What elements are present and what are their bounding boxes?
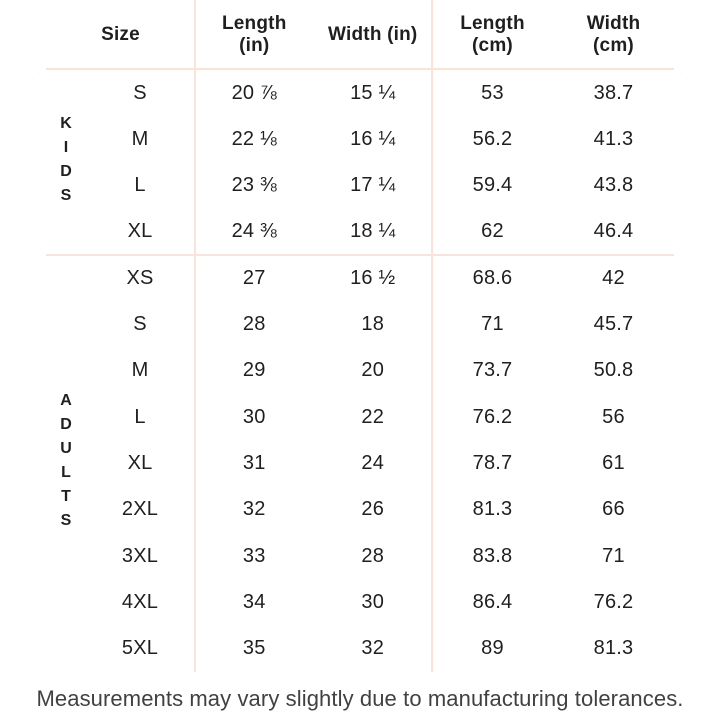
divider-kids-adults: [46, 254, 674, 256]
divider-vertical-size: [194, 0, 196, 672]
header-width-in: Width (in): [328, 24, 418, 45]
table-row: XL 24 ⅜ 18 ¼ 62 46.4: [46, 209, 674, 255]
kids-rows: S 20 ⅞ 15 ¼ 53 38.7 M 22 ⅛ 16 ¼ 56.2 41.…: [46, 70, 674, 255]
cell-length-in: 31: [242, 451, 266, 474]
cell-size: 5XL: [121, 637, 159, 660]
cell-size: 3XL: [121, 544, 159, 567]
cell-size: L: [134, 174, 146, 197]
table-row: M 29 20 73.7 50.8: [46, 348, 674, 394]
table-row: XL 31 24 78.7 61: [46, 440, 674, 486]
divider-vertical-units: [431, 0, 433, 672]
cell-width-in: 28: [361, 544, 385, 567]
cell-width-cm: 50.8: [593, 359, 634, 382]
cell-length-cm: 59.4: [472, 174, 513, 197]
cell-width-in: 17 ¼: [350, 174, 396, 197]
table-row: S 28 18 71 45.7: [46, 301, 674, 347]
cell-width-in: 24: [361, 451, 385, 474]
table-row: 3XL 33 28 83.8 71: [46, 533, 674, 579]
cell-length-cm: 76.2: [472, 405, 513, 428]
cell-size: 4XL: [121, 590, 159, 613]
cell-length-cm: 68.6: [472, 266, 513, 289]
table-row: S 20 ⅞ 15 ¼ 53 38.7: [46, 70, 674, 116]
header-width-cm: Width (cm): [586, 13, 641, 56]
cell-width-in: 32: [361, 637, 385, 660]
cell-length-cm: 83.8: [472, 544, 513, 567]
table-row: L 30 22 76.2 56: [46, 394, 674, 440]
table-row: L 23 ⅜ 17 ¼ 59.4 43.8: [46, 163, 674, 209]
cell-length-cm: 89: [481, 637, 504, 660]
group-label-kids: KIDS: [46, 70, 85, 255]
cell-width-cm: 66: [602, 498, 625, 521]
cell-length-cm: 53: [481, 81, 504, 104]
cell-width-cm: 41.3: [593, 127, 634, 150]
cell-width-cm: 81.3: [593, 637, 634, 660]
cell-size: 2XL: [121, 498, 159, 521]
cell-size: XS: [126, 266, 154, 289]
cell-size: XL: [127, 451, 153, 474]
cell-size: M: [131, 359, 149, 382]
group-label-kids-text: KIDS: [57, 114, 75, 211]
group-label-adults: ADULTS: [46, 255, 85, 672]
cell-length-in: 23 ⅜: [231, 174, 277, 197]
cell-length-cm: 62: [481, 220, 504, 243]
cell-length-in: 34: [242, 590, 266, 613]
table-header: Size Length (in) Width (in) Length (cm) …: [46, 0, 674, 70]
section-adults: ADULTS XS 27 16 ½ 68.6 42 S 28 18 71 45.…: [46, 255, 674, 672]
cell-size: L: [134, 405, 146, 428]
table-row: 5XL 35 32 89 81.3: [46, 626, 674, 672]
table-row: 2XL 32 26 81.3 66: [46, 487, 674, 533]
divider-header: [46, 68, 674, 70]
size-table: Size Length (in) Width (in) Length (cm) …: [46, 0, 674, 672]
cell-width-cm: 38.7: [593, 81, 634, 104]
cell-length-in: 27: [242, 266, 266, 289]
cell-size: S: [133, 81, 147, 104]
cell-size: M: [131, 127, 149, 150]
cell-length-in: 33: [242, 544, 266, 567]
cell-length-in: 32: [242, 498, 266, 521]
footer-note: Measurements may vary slightly due to ma…: [36, 686, 684, 711]
cell-length-in: 35: [242, 637, 266, 660]
cell-length-in: 28: [242, 312, 266, 335]
group-label-adults-text: ADULTS: [57, 391, 75, 536]
cell-width-cm: 42: [602, 266, 625, 289]
cell-size: S: [133, 312, 147, 335]
cell-size: XL: [127, 220, 153, 243]
cell-length-cm: 71: [481, 312, 504, 335]
cell-width-in: 22: [361, 405, 385, 428]
cell-length-in: 22 ⅛: [231, 127, 277, 150]
cell-width-in: 18: [361, 312, 385, 335]
table-row: 4XL 34 30 86.4 76.2: [46, 579, 674, 625]
cell-width-cm: 45.7: [593, 312, 634, 335]
cell-length-cm: 81.3: [472, 498, 513, 521]
cell-length-cm: 56.2: [472, 127, 513, 150]
cell-width-in: 26: [361, 498, 385, 521]
cell-width-cm: 71: [602, 544, 625, 567]
header-length-in: Length (in): [221, 13, 287, 56]
cell-width-cm: 46.4: [593, 220, 634, 243]
section-kids: KIDS S 20 ⅞ 15 ¼ 53 38.7 M 22 ⅛ 16 ¼ 56.…: [46, 70, 674, 255]
cell-width-cm: 43.8: [593, 174, 634, 197]
cell-length-cm: 78.7: [472, 451, 513, 474]
cell-width-in: 20: [361, 359, 385, 382]
cell-length-cm: 86.4: [472, 590, 513, 613]
cell-width-cm: 56: [602, 405, 625, 428]
cell-width-cm: 76.2: [593, 590, 634, 613]
cell-length-in: 29: [242, 359, 266, 382]
cell-width-in: 30: [361, 590, 385, 613]
cell-length-cm: 73.7: [472, 359, 513, 382]
header-size: Size: [101, 24, 140, 45]
table-row: M 22 ⅛ 16 ¼ 56.2 41.3: [46, 116, 674, 162]
cell-width-in: 16 ¼: [350, 127, 396, 150]
cell-width-in: 18 ¼: [350, 220, 396, 243]
cell-length-in: 20 ⅞: [231, 81, 277, 104]
cell-length-in: 30: [242, 405, 266, 428]
header-length-cm: Length (cm): [460, 13, 525, 56]
cell-width-in: 16 ½: [350, 266, 396, 289]
cell-width-in: 15 ¼: [350, 81, 396, 104]
adults-rows: XS 27 16 ½ 68.6 42 S 28 18 71 45.7 M 29 …: [46, 255, 674, 672]
cell-width-cm: 61: [602, 451, 625, 474]
table-row: XS 27 16 ½ 68.6 42: [46, 255, 674, 301]
cell-length-in: 24 ⅜: [231, 220, 277, 243]
